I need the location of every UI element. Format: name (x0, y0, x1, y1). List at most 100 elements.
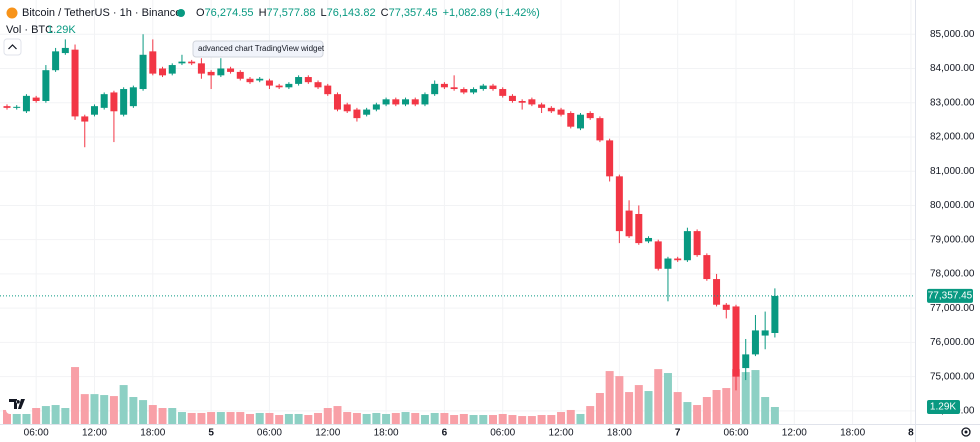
candle-body (197, 63, 205, 74)
candle-body (61, 47, 69, 54)
y-tick-label: 75,000.00 (930, 371, 975, 382)
x-tick-label: 8 (908, 428, 914, 439)
tooltip-text: advanced chart TradingView widget (198, 44, 325, 53)
volume-bar (401, 412, 410, 424)
candle-body (207, 71, 215, 76)
x-tick-label: 06:00 (24, 428, 49, 439)
volume-bar (683, 402, 692, 424)
volume-bar (177, 412, 186, 424)
volume-bar (498, 413, 507, 424)
volume-bar (605, 371, 614, 424)
volume-bar (246, 413, 254, 424)
volume-bar (722, 388, 731, 424)
ohlc-label: L (321, 7, 327, 19)
volume-bar (634, 385, 643, 424)
volume-bar (489, 415, 497, 424)
candle-body (440, 83, 448, 88)
grid (0, 0, 915, 424)
collapse-icon (8, 44, 17, 50)
candle-body (32, 97, 40, 102)
x-tick-label: 06:00 (723, 428, 748, 439)
y-tick-label: 83,000.00 (930, 97, 975, 108)
candle-body (528, 99, 536, 105)
volume-bar (109, 396, 118, 424)
x-tick-label: 06:00 (490, 428, 515, 439)
volume-bar (139, 400, 148, 424)
tooltip-box (192, 40, 324, 58)
candle-body (110, 92, 118, 112)
volume-bar (90, 394, 99, 424)
symbol-icon (6, 7, 18, 19)
x-tick-label: 12:00 (82, 428, 107, 439)
candle-body (732, 306, 740, 377)
x-tick-label: 18:00 (607, 428, 632, 439)
volume-bar (479, 415, 488, 424)
candle-body (71, 49, 79, 117)
candle-body (460, 89, 468, 93)
ohlc-value: 76,274.55 (205, 7, 254, 19)
candle-body (499, 89, 507, 96)
ohlc-value: 77,577.88 (267, 7, 316, 19)
candle-body (703, 255, 711, 280)
candle-body (489, 85, 497, 90)
candle-body (625, 210, 633, 237)
volume-bar (129, 397, 138, 424)
volume-bar (323, 408, 332, 424)
candle-body (256, 78, 264, 81)
candle-body (411, 99, 419, 105)
y-tick-label: 80,000.00 (930, 200, 975, 211)
volume-bar (761, 397, 770, 424)
collapse-button[interactable] (3, 38, 22, 56)
volume-bar (352, 412, 361, 424)
volume-bar (304, 415, 313, 424)
candle-body (52, 51, 60, 71)
volume-bar (751, 370, 760, 424)
volume-bar (654, 369, 663, 424)
volume-bar (119, 385, 128, 424)
candle-body (713, 279, 721, 305)
volume-bar (537, 415, 546, 424)
candle-body (538, 104, 546, 108)
candle-body (635, 214, 643, 244)
candle-body (392, 99, 400, 105)
candle-body (324, 85, 332, 95)
volume-bar (518, 416, 527, 424)
y-tick-label: 85,000.00 (930, 29, 975, 40)
volume-pane (3, 367, 779, 424)
candle-body (363, 109, 371, 115)
volume-bar (372, 412, 381, 424)
volume-bar (207, 412, 216, 424)
volume-bar (459, 413, 468, 424)
volume-bar (615, 376, 624, 424)
ohlc-label: C (381, 7, 389, 19)
candle-body (227, 68, 235, 72)
x-tick-label: 18:00 (840, 428, 865, 439)
volume-bar (236, 412, 245, 424)
x-tick-label: 18:00 (140, 428, 165, 439)
candle-body (285, 83, 293, 88)
candle-body (22, 95, 30, 112)
volume-bar (51, 405, 60, 424)
y-tick-label: 81,000.00 (930, 166, 975, 177)
candle-body (120, 89, 128, 115)
candle-body (557, 109, 565, 115)
volume-bar (265, 412, 274, 424)
candle-body (343, 104, 351, 112)
volume-bar (411, 412, 420, 424)
candle-body (606, 140, 614, 177)
volume-bar (314, 412, 323, 424)
volume-bar (595, 392, 604, 424)
volume-bar (420, 415, 429, 424)
candle-body (382, 99, 390, 105)
settings-icon[interactable] (961, 427, 971, 437)
y-tick-label: 78,000.00 (930, 269, 975, 280)
volume-bar (333, 406, 342, 424)
volume-bar (547, 415, 556, 424)
volume-bar (586, 406, 595, 424)
candle-body (761, 330, 769, 336)
candle-body (81, 116, 89, 122)
volume-bar (255, 412, 264, 424)
candle-body (246, 78, 254, 83)
x-tick-label: 5 (208, 428, 214, 439)
candle-body (751, 330, 759, 355)
